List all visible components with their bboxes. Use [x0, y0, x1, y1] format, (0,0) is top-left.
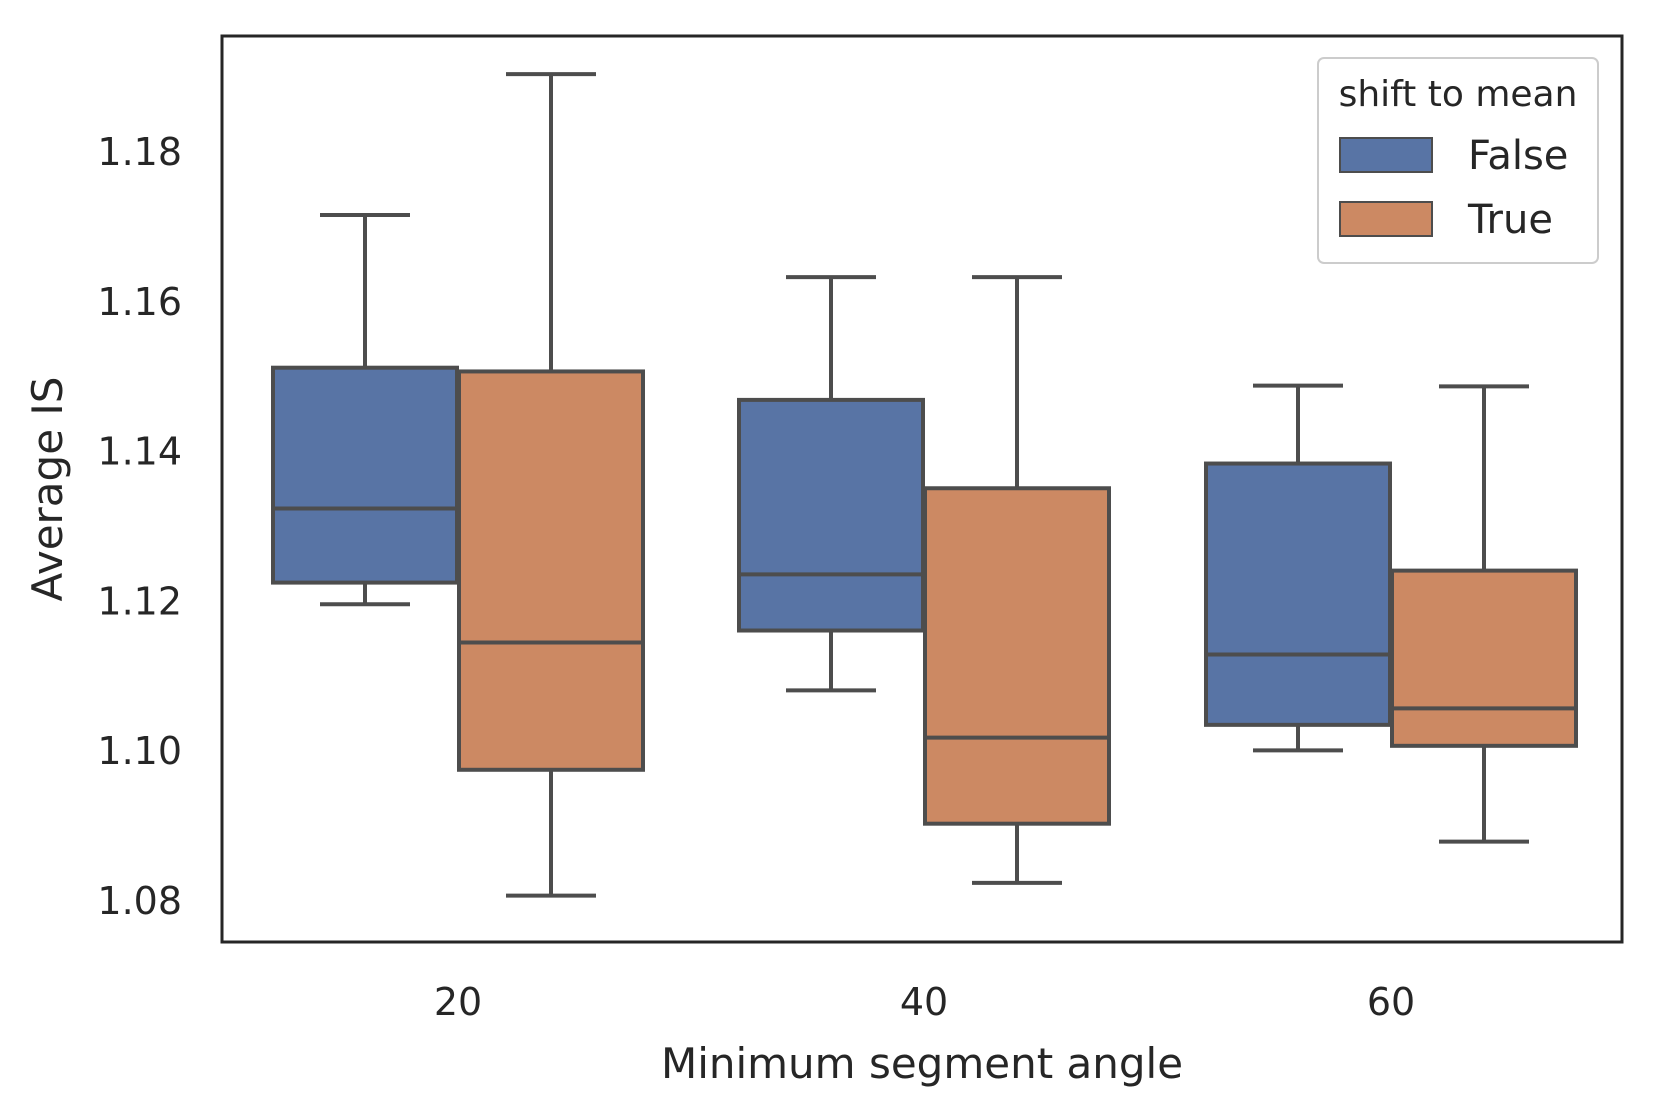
y-tick-label: 1.16: [97, 280, 182, 324]
boxes-layer: [271, 72, 1578, 898]
y-tick-label: 1.12: [97, 579, 182, 623]
iqr-box: [923, 486, 1111, 826]
legend-label-true: True: [1467, 197, 1553, 243]
x-axis-ticks: 20 40 60: [434, 980, 1415, 1024]
box-true-60: [1390, 384, 1578, 844]
legend-swatch-true: [1339, 201, 1433, 237]
x-tick-label: 20: [434, 980, 482, 1024]
iqr-box: [1204, 461, 1392, 727]
plot-frame: [220, 34, 1624, 944]
box-false-20: [271, 212, 459, 607]
y-tick-label: 1.08: [97, 879, 182, 923]
y-tick-label: 1.18: [97, 130, 182, 174]
y-axis-label: Average IS: [23, 377, 72, 602]
y-tick-label: 1.10: [97, 729, 182, 773]
legend-swatch-false: [1339, 137, 1433, 173]
box-false-40: [737, 275, 925, 693]
iqr-box: [737, 397, 925, 633]
x-axis-label: Minimum segment angle: [661, 1039, 1183, 1088]
x-tick-label: 40: [900, 980, 948, 1024]
legend-label-false: False: [1468, 133, 1568, 179]
x-tick-label: 60: [1367, 980, 1415, 1024]
box-true-40: [923, 275, 1111, 885]
box-false-60: [1204, 383, 1392, 753]
legend: shift to mean False True: [1317, 57, 1599, 264]
box-true-20: [457, 72, 645, 898]
y-tick-label: 1.14: [97, 430, 182, 474]
iqr-box: [457, 369, 645, 772]
legend-title: shift to mean: [1339, 74, 1578, 115]
iqr-box: [271, 365, 459, 585]
iqr-box: [1390, 568, 1578, 748]
y-axis-ticks: 1.08 1.10 1.12 1.14 1.16 1.18: [97, 130, 182, 923]
